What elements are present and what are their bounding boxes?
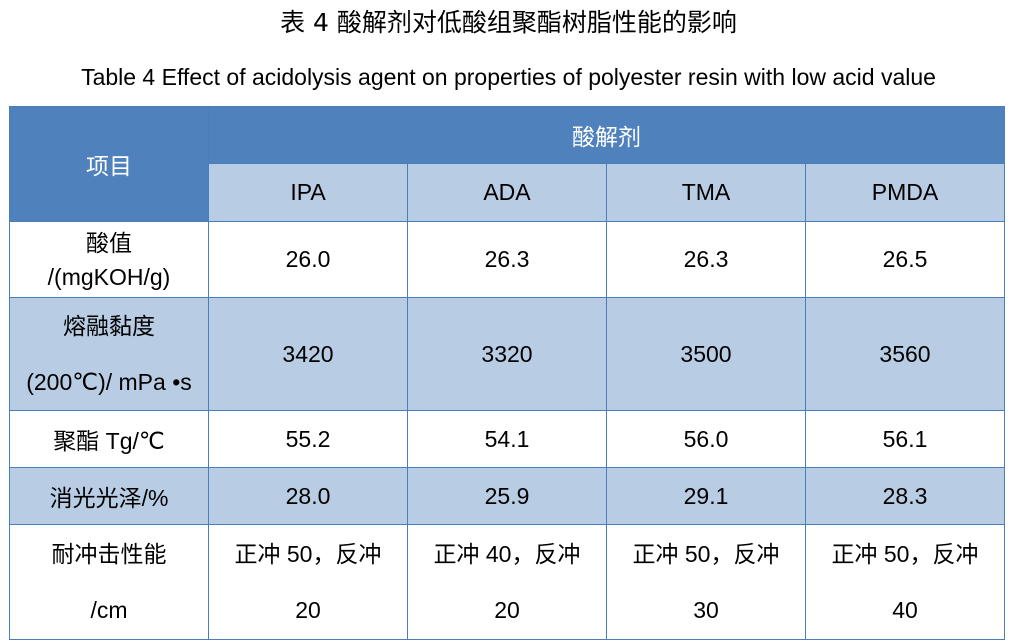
column-header-ipa: IPA	[208, 163, 408, 222]
column-header-pmda: PMDA	[805, 163, 1005, 222]
header-item-cell: 项目	[9, 106, 209, 222]
table-row-melt-viscosity: 熔融黏度 (200℃)/ mPa •s 3420 3320 3500 3560	[9, 297, 1005, 411]
cell-tg-tma: 56.0	[606, 410, 806, 468]
row-label-line2: (200℃)/ mPa •s	[26, 369, 192, 395]
table-row-matte-gloss: 消光光泽/% 28.0 25.9 29.1 28.3	[9, 467, 1005, 525]
cell-melt-viscosity-ada: 3320	[407, 297, 607, 411]
cell-acid-value-ipa: 26.0	[208, 221, 408, 298]
row-label-acid-value: 酸值 /(mgKOH/g)	[9, 221, 209, 298]
row-label-line1: 耐冲击性能	[51, 541, 167, 567]
cell-melt-viscosity-ipa: 3420	[208, 297, 408, 411]
impact-line1: 正冲 50，反冲	[632, 541, 780, 567]
cell-gloss-ipa: 28.0	[208, 467, 408, 525]
impact-line2: 20	[494, 597, 520, 623]
row-label-polyester-tg: 聚酯 Tg/℃	[9, 410, 209, 468]
cell-melt-viscosity-pmda: 3560	[805, 297, 1005, 411]
cell-acid-value-pmda: 26.5	[805, 221, 1005, 298]
row-label-melt-viscosity: 熔融黏度 (200℃)/ mPa •s	[9, 297, 209, 411]
table-title-chinese: 表 4 酸解剂对低酸组聚酯树脂性能的影响	[280, 8, 737, 37]
header-row-columns: IPA ADA TMA PMDA	[10, 163, 1005, 222]
impact-line2: 20	[295, 597, 321, 623]
header-acidolysis-agent-cell: 酸解剂	[208, 106, 1005, 164]
cell-melt-viscosity-tma: 3500	[606, 297, 806, 411]
cell-acid-value-ada: 26.3	[407, 221, 607, 298]
cell-acid-value-tma: 26.3	[606, 221, 806, 298]
row-label-line2: /cm	[90, 597, 128, 623]
cell-tg-ipa: 55.2	[208, 410, 408, 468]
cell-gloss-tma: 29.1	[606, 467, 806, 525]
cell-gloss-pmda: 28.3	[805, 467, 1005, 525]
impact-line1: 正冲 40，反冲	[433, 541, 581, 567]
cell-gloss-ada: 25.9	[407, 467, 607, 525]
table-title-english: Table 4 Effect of acidolysis agent on pr…	[81, 64, 936, 90]
column-header-tma: TMA	[606, 163, 806, 222]
row-label-impact-resistance: 耐冲击性能 /cm	[9, 524, 209, 640]
cell-impact-tma: 正冲 50，反冲 30	[606, 524, 806, 640]
properties-table: 项目 酸解剂 IPA ADA TMA PMDA 酸值 /(mgKOH/g) 26…	[9, 106, 1005, 640]
impact-line1: 正冲 50，反冲	[831, 541, 979, 567]
table-row-acid-value: 酸值 /(mgKOH/g) 26.0 26.3 26.3 26.5	[9, 221, 1005, 298]
row-label-matte-gloss: 消光光泽/%	[9, 467, 209, 525]
cell-impact-ada: 正冲 40，反冲 20	[407, 524, 607, 640]
impact-line2: 30	[693, 597, 719, 623]
cell-tg-ada: 54.1	[407, 410, 607, 468]
cell-tg-pmda: 56.1	[805, 410, 1005, 468]
cell-impact-pmda: 正冲 50，反冲 40	[805, 524, 1005, 640]
row-label-line1: 酸值	[86, 229, 132, 256]
column-header-ada: ADA	[407, 163, 607, 222]
table-row-impact-resistance: 耐冲击性能 /cm 正冲 50，反冲 20 正冲 40，反冲 20 正冲 50，…	[9, 524, 1005, 640]
table-row-polyester-tg: 聚酯 Tg/℃ 55.2 54.1 56.0 56.1	[9, 410, 1005, 468]
header-row-group: 项目 酸解剂	[9, 106, 1005, 222]
row-label-line2: /(mgKOH/g)	[47, 263, 171, 290]
impact-line1: 正冲 50，反冲	[234, 541, 382, 567]
row-label-line1: 熔融黏度	[63, 313, 155, 339]
impact-line2: 40	[892, 597, 918, 623]
cell-impact-ipa: 正冲 50，反冲 20	[208, 524, 408, 640]
